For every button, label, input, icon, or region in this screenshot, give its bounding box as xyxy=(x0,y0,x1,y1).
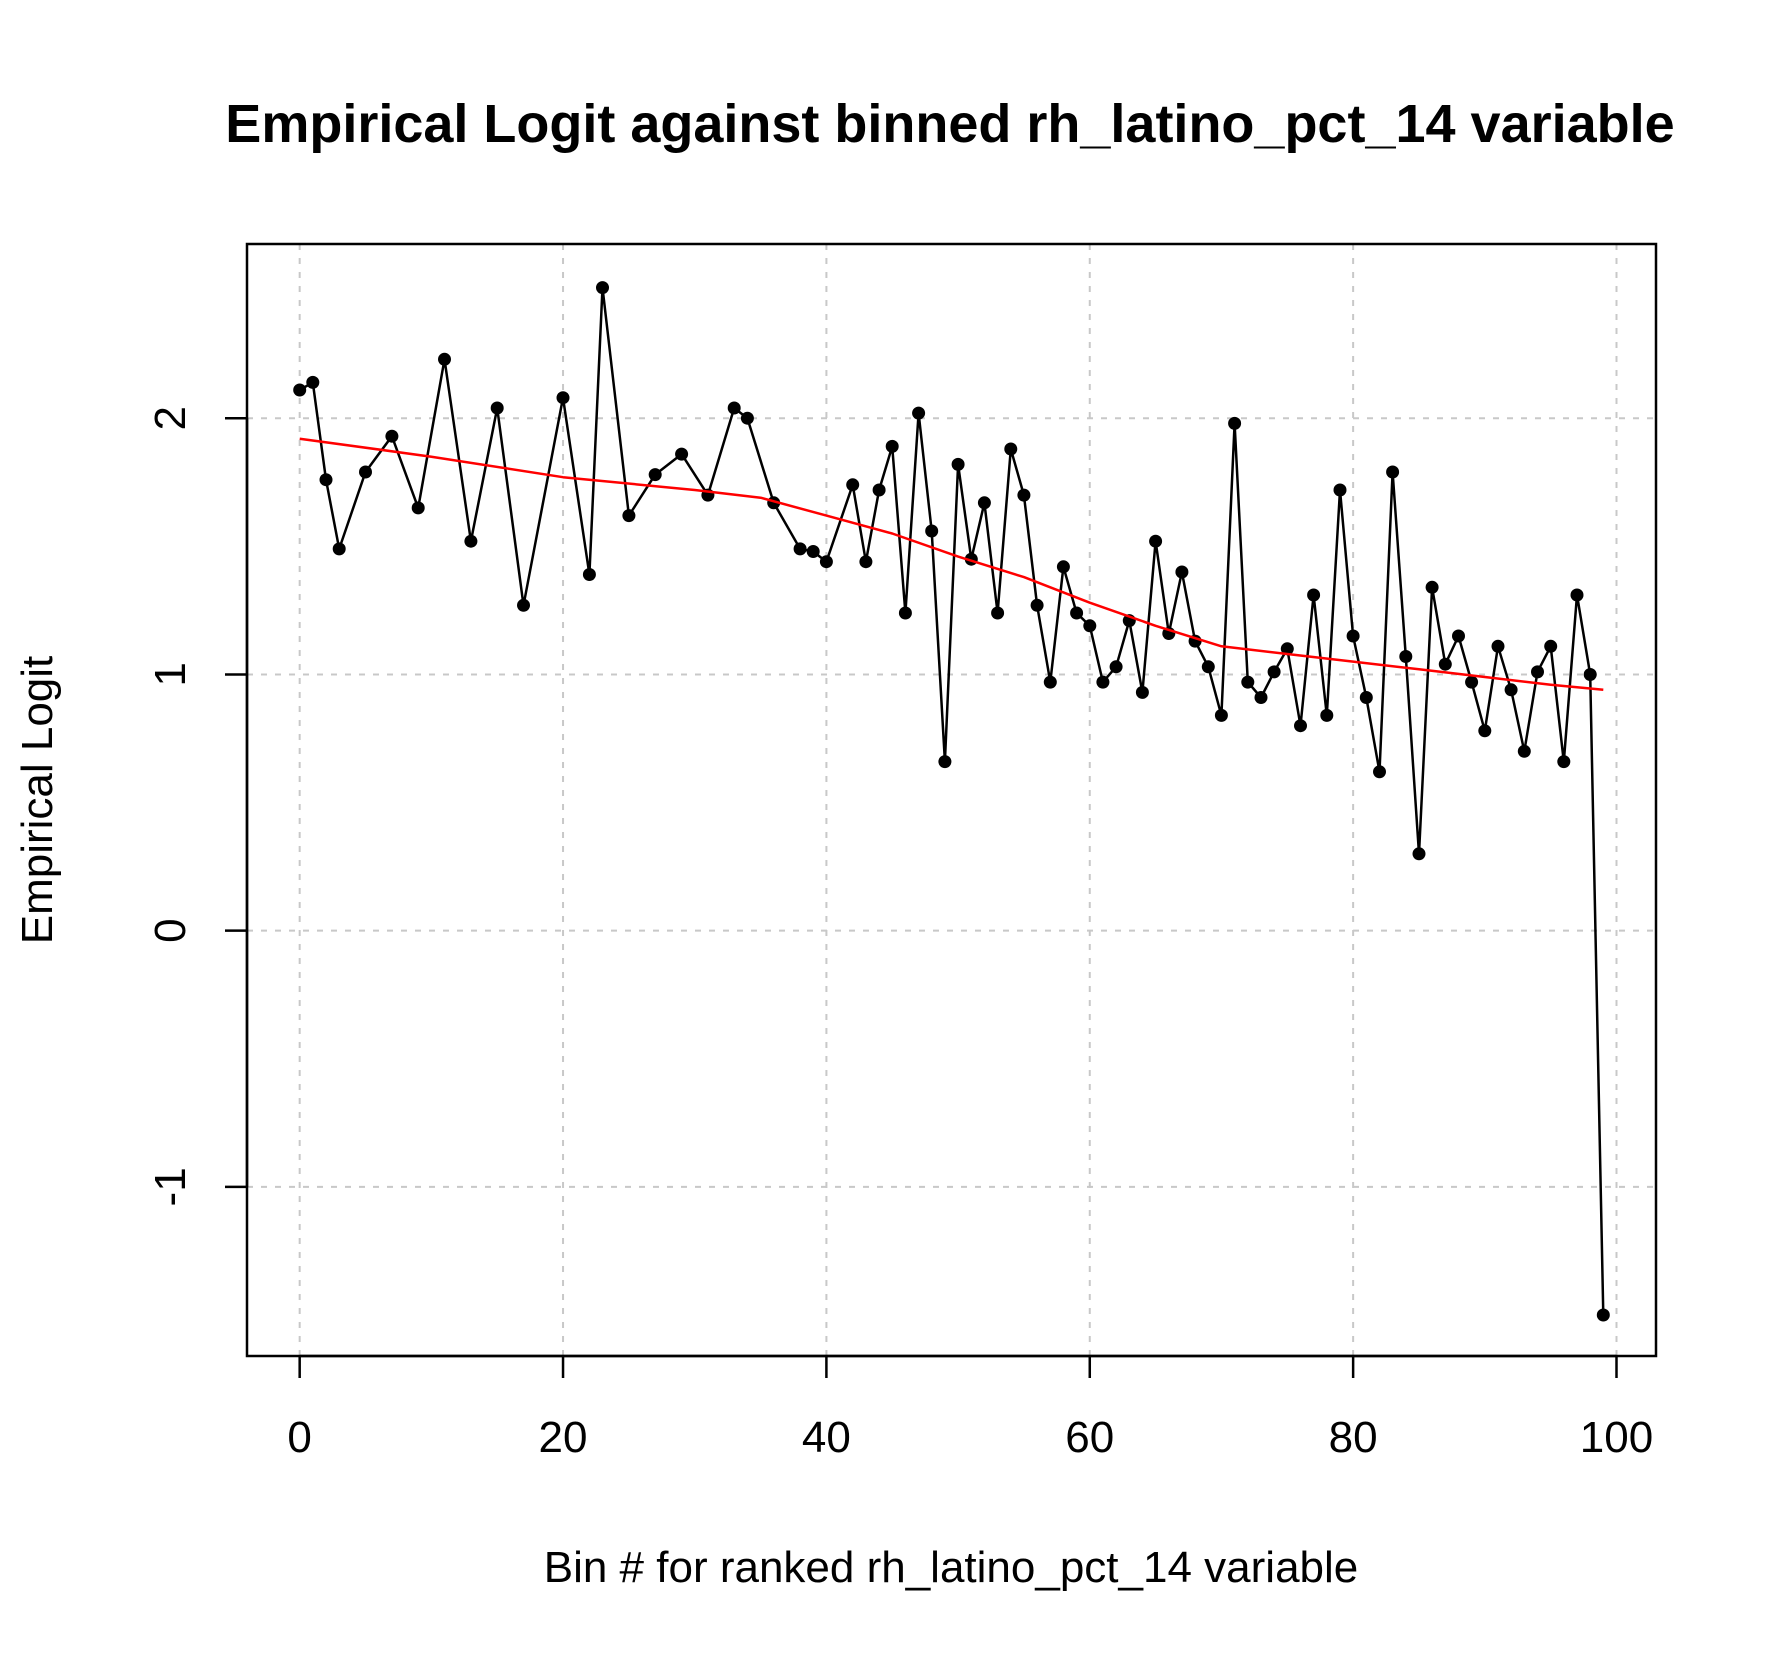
data-point xyxy=(556,391,570,405)
data-point xyxy=(385,429,399,443)
data-point xyxy=(991,606,1005,620)
x-tick-label: 100 xyxy=(1580,1413,1653,1462)
data-point xyxy=(1109,660,1123,674)
data-point xyxy=(464,534,478,548)
data-point xyxy=(951,457,965,471)
data-point xyxy=(1504,683,1518,697)
x-tick-label: 60 xyxy=(1065,1413,1114,1462)
data-point xyxy=(1425,580,1439,594)
data-point xyxy=(490,401,504,415)
data-point xyxy=(1373,765,1386,779)
data-point xyxy=(740,411,754,425)
x-tick-label: 0 xyxy=(287,1413,311,1462)
data-point xyxy=(517,598,530,612)
data-point xyxy=(1201,660,1215,674)
data-point xyxy=(1096,675,1110,689)
data-point xyxy=(1017,488,1031,502)
data-point xyxy=(872,483,886,497)
x-tick-label: 40 xyxy=(802,1413,851,1462)
data-point xyxy=(596,281,609,295)
data-point xyxy=(332,542,346,556)
data-point xyxy=(1557,755,1571,769)
data-point xyxy=(1294,719,1307,733)
data-point xyxy=(1214,708,1228,722)
empirical-logit-line xyxy=(299,286,1605,1316)
data-point xyxy=(1320,708,1334,722)
data-point xyxy=(793,542,807,556)
x-axis: 0 20 40 60 80 100 xyxy=(287,1354,1653,1462)
x-axis-label: Bin # for ranked rh_latino_pct_14 variab… xyxy=(544,1543,1359,1592)
data-point xyxy=(1070,606,1084,620)
trend-line xyxy=(299,437,1604,692)
data-point xyxy=(1465,675,1479,689)
data-point xyxy=(1386,465,1400,479)
y-axis: -1 0 1 2 xyxy=(146,406,249,1206)
data-point xyxy=(1346,629,1360,643)
y-tick-label: 1 xyxy=(146,662,195,686)
data-point xyxy=(1531,665,1544,679)
data-point xyxy=(912,406,926,420)
data-point xyxy=(411,501,425,515)
data-point xyxy=(293,383,307,397)
data-point xyxy=(622,509,636,523)
data-point xyxy=(648,468,662,482)
data-point xyxy=(1228,416,1242,430)
y-axis-label: Empirical Logit xyxy=(13,656,62,945)
data-point xyxy=(1478,724,1492,738)
data-point xyxy=(1596,1308,1610,1322)
data-point xyxy=(727,401,741,415)
data-point xyxy=(885,439,899,453)
data-point xyxy=(806,545,820,558)
data-point xyxy=(1175,565,1189,579)
y-tick-label: 0 xyxy=(146,918,195,942)
data-point xyxy=(1438,657,1452,671)
data-point xyxy=(319,473,333,487)
data-point xyxy=(1030,598,1044,612)
x-tick-label: 20 xyxy=(539,1413,588,1462)
y-tick-label: -1 xyxy=(146,1167,195,1206)
data-point xyxy=(1399,650,1413,663)
data-point xyxy=(1135,685,1149,699)
data-point xyxy=(1254,691,1268,704)
data-point xyxy=(1056,560,1070,574)
data-point xyxy=(1412,847,1426,861)
data-point xyxy=(819,555,833,569)
data-point xyxy=(1004,442,1018,456)
data-point xyxy=(1583,668,1597,681)
chart-title: Empirical Logit against binned rh_latino… xyxy=(225,94,1674,154)
data-point xyxy=(1280,642,1294,656)
data-point xyxy=(306,375,320,389)
data-point xyxy=(1333,483,1347,497)
data-point xyxy=(1491,639,1505,653)
data-point xyxy=(925,524,939,538)
data-point xyxy=(1570,588,1584,602)
data-point xyxy=(582,568,596,581)
data-point xyxy=(977,496,991,510)
data-point xyxy=(1149,534,1163,548)
data-point xyxy=(846,478,860,492)
data-point xyxy=(1307,588,1321,602)
series-layer xyxy=(293,281,1610,1322)
data-point xyxy=(938,755,952,769)
grid xyxy=(247,244,1656,1356)
data-point xyxy=(859,555,873,569)
data-point xyxy=(1241,675,1255,689)
data-point xyxy=(1544,639,1558,653)
data-point xyxy=(1359,691,1373,704)
data-point xyxy=(898,606,912,620)
data-point xyxy=(675,447,689,461)
data-point xyxy=(438,352,451,366)
data-point xyxy=(1083,619,1097,633)
data-point xyxy=(1043,675,1057,689)
data-point xyxy=(1452,629,1465,643)
data-point xyxy=(1517,744,1531,758)
y-tick-label: 2 xyxy=(146,406,195,430)
data-point xyxy=(1267,665,1281,679)
x-tick-label: 80 xyxy=(1329,1413,1378,1462)
data-point xyxy=(359,465,372,479)
